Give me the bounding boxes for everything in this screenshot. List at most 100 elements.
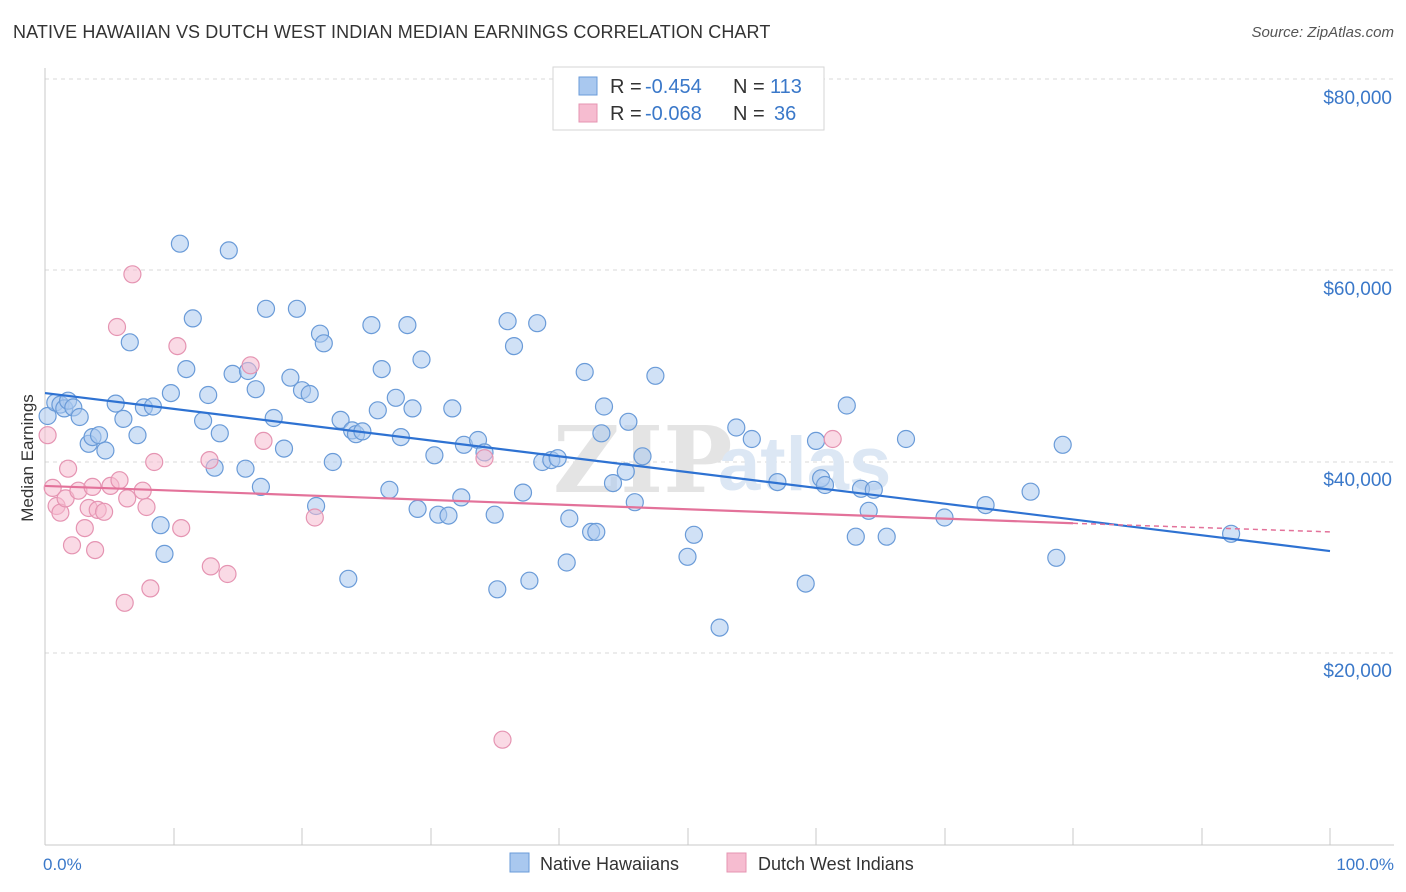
series-legend: Native Hawaiians Dutch West Indians (509, 852, 914, 874)
native-hawaiians-point (274, 439, 294, 458)
legend-swatch-native-hawaiians (578, 76, 598, 96)
native-hawaiians-point (646, 366, 665, 385)
dutch-west-indians-point (123, 265, 142, 284)
legend-r-label-2: R = (610, 103, 642, 125)
native-hawaiians-point (1021, 482, 1040, 501)
native-hawaiians-point (155, 544, 174, 564)
series-legend-swatch-dutch-west-indians (726, 852, 747, 873)
dutch-west-indians-point (75, 518, 94, 538)
native-hawaiians-point (38, 406, 57, 426)
dutch-west-indians-point (145, 452, 164, 472)
dutch-west-indians-point (493, 730, 512, 749)
native-hawaiians-point (300, 384, 319, 404)
x-tick-label-min: 0.0% (43, 855, 82, 874)
series-legend-label-native-hawaiians: Native Hawaiians (540, 854, 679, 874)
y-tick-label-60000: $60,000 (1323, 279, 1392, 300)
x-tick-marks (173, 828, 1331, 845)
native-hawaiians-point (425, 446, 444, 465)
dutch-west-indians-point (241, 356, 260, 375)
native-hawaiians-point (560, 509, 579, 528)
native-hawaiians-point (183, 309, 202, 328)
native-hawaiians-point (380, 480, 399, 499)
native-hawaiians-point (161, 384, 180, 403)
native-hawaiians-point (896, 429, 916, 449)
native-hawaiians-point (504, 337, 524, 356)
correlation-legend: R = -0.454 N = 113 R = -0.068 N = 36 (552, 66, 825, 131)
legend-n-value-2: 36 (774, 103, 796, 125)
dutch-west-indians-point (107, 317, 127, 337)
native-hawaiians-point (403, 399, 422, 418)
native-hawaiians-point (592, 424, 611, 443)
native-hawaiians-point (89, 426, 109, 445)
dutch-west-indians-point (58, 459, 78, 478)
native-hawaiians-point (408, 499, 427, 518)
native-hawaiians-point (70, 407, 89, 427)
native-hawaiians-point (796, 574, 815, 593)
native-hawaiians-point (742, 429, 761, 449)
chart-source: Source: ZipAtlas.com (1251, 24, 1394, 41)
dutch-west-indians-point (305, 508, 324, 527)
dutch-west-indians-point (38, 426, 57, 445)
legend-n-label-1: N = (733, 76, 765, 98)
dutch-west-indians-point (85, 540, 105, 560)
native-hawaiians-point (386, 388, 405, 407)
legend-n-value-1: 113 (770, 76, 802, 98)
native-hawaiians-point (594, 397, 614, 416)
native-hawaiians-point (194, 411, 213, 430)
dutch-west-indians-trend-line (44, 484, 1074, 525)
native-hawaiians-point (151, 516, 170, 535)
native-hawaiians-point (616, 462, 635, 481)
dutch-west-indians-point (62, 536, 82, 555)
native-hawaiians-point (323, 452, 342, 472)
dutch-west-indians-point (43, 478, 62, 497)
y-tick-label-40000: $40,000 (1323, 470, 1392, 491)
native-hawaiians-point (846, 527, 865, 546)
native-hawaiians-point (1047, 548, 1066, 567)
native-hawaiians-point (806, 431, 826, 450)
dutch-west-indians-point (115, 593, 134, 612)
native-hawaiians-point (485, 505, 504, 524)
dutch-west-indians-point (141, 579, 160, 598)
native-hawaiians-point (513, 483, 533, 502)
native-hawaiians-point (488, 580, 507, 599)
native-hawaiians-point (199, 385, 218, 405)
native-hawaiians-point (236, 459, 255, 478)
dutch-west-indians-point (168, 337, 187, 356)
native-hawaiians-point (362, 316, 381, 335)
native-hawaiians-point (587, 522, 606, 542)
native-hawaiians-points (38, 234, 1241, 637)
dutch-west-indians-point (218, 564, 237, 584)
native-hawaiians-point (976, 496, 995, 515)
dutch-west-indians-point (475, 449, 494, 468)
native-hawaiians-point (678, 547, 697, 566)
native-hawaiians-point (603, 474, 623, 493)
y-tick-label-20000: $20,000 (1323, 661, 1392, 682)
native-hawaiians-point (246, 380, 265, 399)
native-hawaiians-point (877, 527, 896, 546)
legend-r-value-2: -0.068 (645, 103, 702, 125)
native-hawaiians-point (210, 424, 229, 443)
trend-lines (44, 391, 1331, 553)
native-hawaiians-point (251, 477, 270, 496)
legend-n-label-2: N = (733, 103, 765, 125)
legend-swatch-dutch-west-indians (578, 103, 598, 123)
dutch-west-indians-trend-extension (1072, 522, 1331, 533)
native-hawaiians-point (177, 360, 196, 379)
watermark: ZIP atlas (553, 406, 891, 514)
native-hawaiians-point (575, 362, 594, 382)
native-hawaiians-point (498, 312, 517, 331)
native-hawaiians-point (412, 350, 431, 369)
chart-title: NATIVE HAWAIIAN VS DUTCH WEST INDIAN MED… (13, 22, 771, 42)
dutch-west-indians-point (201, 557, 220, 576)
native-hawaiians-point (528, 314, 547, 333)
native-hawaiians-point (219, 241, 238, 260)
native-hawaiians-point (452, 488, 471, 507)
native-hawaiians-point (120, 333, 139, 352)
y-axis-label: Median Earnings (18, 394, 37, 522)
x-tick-label-max: 100.0% (1336, 855, 1394, 874)
native-hawaiians-point (684, 525, 704, 544)
native-hawaiians-point (619, 412, 638, 431)
dutch-west-indians-point (118, 489, 137, 508)
native-hawaiians-point (128, 426, 147, 445)
